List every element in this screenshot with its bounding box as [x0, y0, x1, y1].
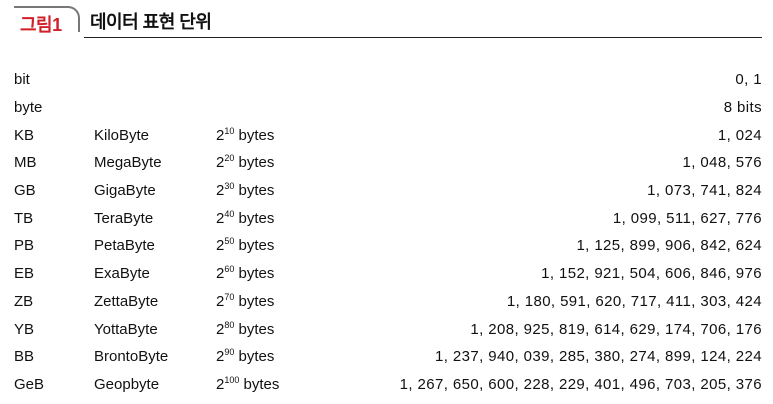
unit-value: 1, 267, 650, 600, 228, 229, 401, 496, 70…: [399, 375, 762, 393]
unit-abbreviation: GB: [14, 182, 36, 200]
power-unit: bytes: [234, 237, 275, 255]
power-base: 2: [216, 126, 225, 144]
unit-abbreviation: YB: [14, 320, 35, 338]
table-row: ZB ZettaByte 270 bytes 1, 180, 591, 620, 71…: [14, 288, 762, 316]
unit-value: 1, 152, 921, 504, 606, 846, 976: [541, 265, 762, 283]
power-unit: bytes: [234, 209, 275, 227]
figure-number: 그림1: [20, 15, 62, 35]
unit-abbreviation: GeB: [14, 375, 45, 393]
data-units-table: bit 0, 1 byte 8 bits KB KiloByte 210 bytes 1, 0…: [14, 66, 762, 398]
table-row: BB BrontoByte 290 bytes 1, 237, 940, 039, 2…: [14, 343, 762, 371]
power-exponent: 30: [224, 181, 235, 192]
power-unit: bytes: [234, 348, 275, 366]
table-row: byte 8 bits: [14, 94, 762, 122]
power-unit: bytes: [234, 126, 275, 144]
unit-value: 1, 024: [717, 126, 762, 144]
table-row: YB YottaByte 280 bytes 1, 208, 925, 819, 61…: [14, 315, 762, 343]
table-body: bit 0, 1 byte 8 bits KB KiloByte 210 bytes 1, 0…: [14, 66, 762, 398]
power-base: 2: [216, 265, 225, 283]
unit-name: ZettaByte: [94, 292, 159, 310]
power-exponent: 90: [224, 347, 235, 358]
power-exponent: 70: [224, 291, 235, 302]
unit-value: 1, 208, 925, 819, 614, 629, 174, 706, 17…: [470, 320, 762, 338]
unit-name: BrontoByte: [94, 348, 169, 366]
table-row: MB MegaByte 220 bytes 1, 048, 576: [14, 149, 762, 177]
power-base: 2: [216, 237, 225, 255]
unit-abbreviation: ZB: [14, 292, 34, 310]
unit-name: [94, 94, 216, 122]
unit-power: 290 bytes: [216, 343, 336, 371]
unit-value: 8 bits: [723, 99, 762, 117]
unit-abbreviation: TB: [14, 209, 34, 227]
unit-power: 230 bytes: [216, 177, 336, 205]
figure-tag: 그림1: [14, 6, 80, 35]
power-base: 2: [216, 375, 225, 393]
power-base: 2: [216, 292, 225, 310]
unit-abbreviation: PB: [14, 237, 35, 255]
power-exponent: 50: [224, 236, 235, 247]
power-unit: bytes: [234, 182, 275, 200]
power-base: 2: [216, 209, 225, 227]
unit-abbreviation: KB: [14, 126, 35, 144]
unit-power: 2100 bytes: [216, 371, 336, 399]
table-row: GeB Geopbyte 2100 bytes 1, 267, 650, 600, 2…: [14, 371, 762, 399]
power-unit: bytes: [234, 154, 275, 172]
table-row: PB PetaByte 250 bytes 1, 125, 899, 906, 842…: [14, 232, 762, 260]
unit-power: 240 bytes: [216, 204, 336, 232]
unit-abbreviation: MB: [14, 154, 37, 172]
power-exponent: 60: [224, 264, 235, 275]
unit-power: [216, 94, 336, 122]
unit-abbreviation: BB: [14, 348, 35, 366]
unit-name: ExaByte: [94, 265, 150, 283]
unit-value: 1, 099, 511, 627, 776: [612, 209, 762, 227]
power-unit: bytes: [234, 320, 275, 338]
power-unit: bytes: [234, 265, 275, 283]
unit-name: YottaByte: [94, 320, 158, 338]
power-exponent: 40: [224, 208, 235, 219]
table-row: EB ExaByte 260 bytes 1, 152, 921, 504, 606,…: [14, 260, 762, 288]
power-unit: bytes: [239, 375, 280, 393]
unit-value: 0, 1: [735, 71, 762, 89]
header-rule: [84, 37, 762, 38]
power-exponent: 80: [224, 319, 235, 330]
unit-name: MegaByte: [94, 154, 162, 172]
power-exponent: 100: [224, 374, 240, 385]
power-unit: bytes: [234, 292, 275, 310]
unit-name: [94, 66, 216, 94]
power-exponent: 10: [224, 125, 235, 136]
figure-header: 그림1 데이터 표현 단위: [14, 6, 762, 40]
power-exponent: 20: [224, 153, 235, 164]
unit-power: 260 bytes: [216, 260, 336, 288]
power-base: 2: [216, 320, 225, 338]
unit-name: KiloByte: [94, 126, 150, 144]
power-base: 2: [216, 154, 225, 172]
power-base: 2: [216, 348, 225, 366]
table-row: GB GigaByte 230 bytes 1, 073, 741, 824: [14, 177, 762, 205]
unit-power: 280 bytes: [216, 315, 336, 343]
unit-value: 1, 048, 576: [682, 154, 762, 172]
table-row: KB KiloByte 210 bytes 1, 024: [14, 121, 762, 149]
unit-abbreviation: byte: [14, 99, 43, 117]
unit-power: 220 bytes: [216, 149, 336, 177]
unit-name: TeraByte: [94, 209, 154, 227]
unit-name: PetaByte: [94, 237, 155, 255]
unit-value: 1, 073, 741, 824: [647, 182, 762, 200]
unit-power: 270 bytes: [216, 288, 336, 316]
table-row: TB TeraByte 240 bytes 1, 099, 511, 627, 776: [14, 204, 762, 232]
unit-power: 250 bytes: [216, 232, 336, 260]
unit-power: 210 bytes: [216, 121, 336, 149]
power-base: 2: [216, 182, 225, 200]
unit-abbreviation: EB: [14, 265, 35, 283]
unit-name: GigaByte: [94, 182, 156, 200]
unit-value: 1, 180, 591, 620, 717, 411, 303, 424: [506, 292, 762, 310]
figure-title: 데이터 표현 단위: [90, 12, 212, 32]
unit-power: [216, 66, 336, 94]
unit-value: 1, 237, 940, 039, 285, 380, 274, 899, 12…: [435, 348, 762, 366]
unit-name: Geopbyte: [94, 375, 160, 393]
unit-abbreviation: bit: [14, 71, 30, 89]
unit-value: 1, 125, 899, 906, 842, 624: [576, 237, 762, 255]
table-row: bit 0, 1: [14, 66, 762, 94]
